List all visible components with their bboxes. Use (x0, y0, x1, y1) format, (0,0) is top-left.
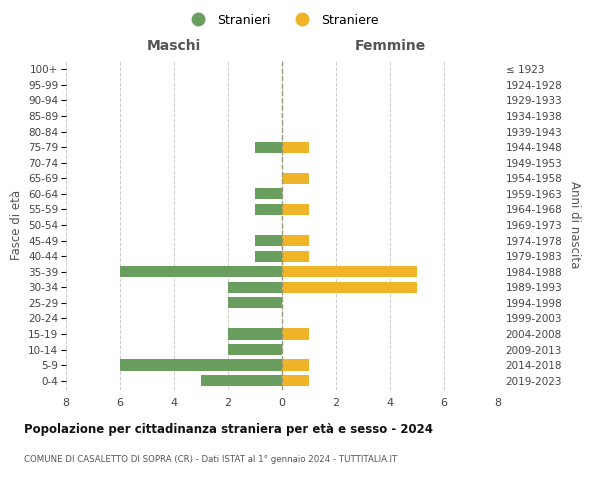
Bar (228, 328, 282, 340)
Bar (282, 204, 309, 215)
Bar (282, 266, 417, 278)
Bar (201, 375, 282, 386)
Bar (255, 142, 282, 153)
Bar (228, 344, 282, 355)
Bar (228, 297, 282, 308)
Bar (228, 282, 282, 293)
Bar (120, 360, 282, 370)
Bar (282, 282, 417, 293)
Text: COMUNE DI CASALETTO DI SOPRA (CR) - Dati ISTAT al 1° gennaio 2024 - TUTTITALIA.I: COMUNE DI CASALETTO DI SOPRA (CR) - Dati… (24, 455, 397, 464)
Bar (282, 360, 309, 370)
Bar (282, 375, 309, 386)
Bar (282, 328, 309, 340)
Bar (255, 235, 282, 246)
Bar (282, 142, 309, 153)
Bar (282, 250, 309, 262)
Y-axis label: Fasce di età: Fasce di età (10, 190, 23, 260)
Text: Popolazione per cittadinanza straniera per età e sesso - 2024: Popolazione per cittadinanza straniera p… (24, 422, 433, 436)
Legend: Stranieri, Straniere: Stranieri, Straniere (181, 8, 383, 32)
Bar (255, 204, 282, 215)
Text: Femmine: Femmine (355, 39, 425, 53)
Bar (282, 235, 309, 246)
Text: Maschi: Maschi (147, 39, 201, 53)
Bar (255, 188, 282, 200)
Bar (255, 250, 282, 262)
Bar (282, 172, 309, 184)
Bar (120, 266, 282, 278)
Y-axis label: Anni di nascita: Anni di nascita (568, 182, 581, 268)
